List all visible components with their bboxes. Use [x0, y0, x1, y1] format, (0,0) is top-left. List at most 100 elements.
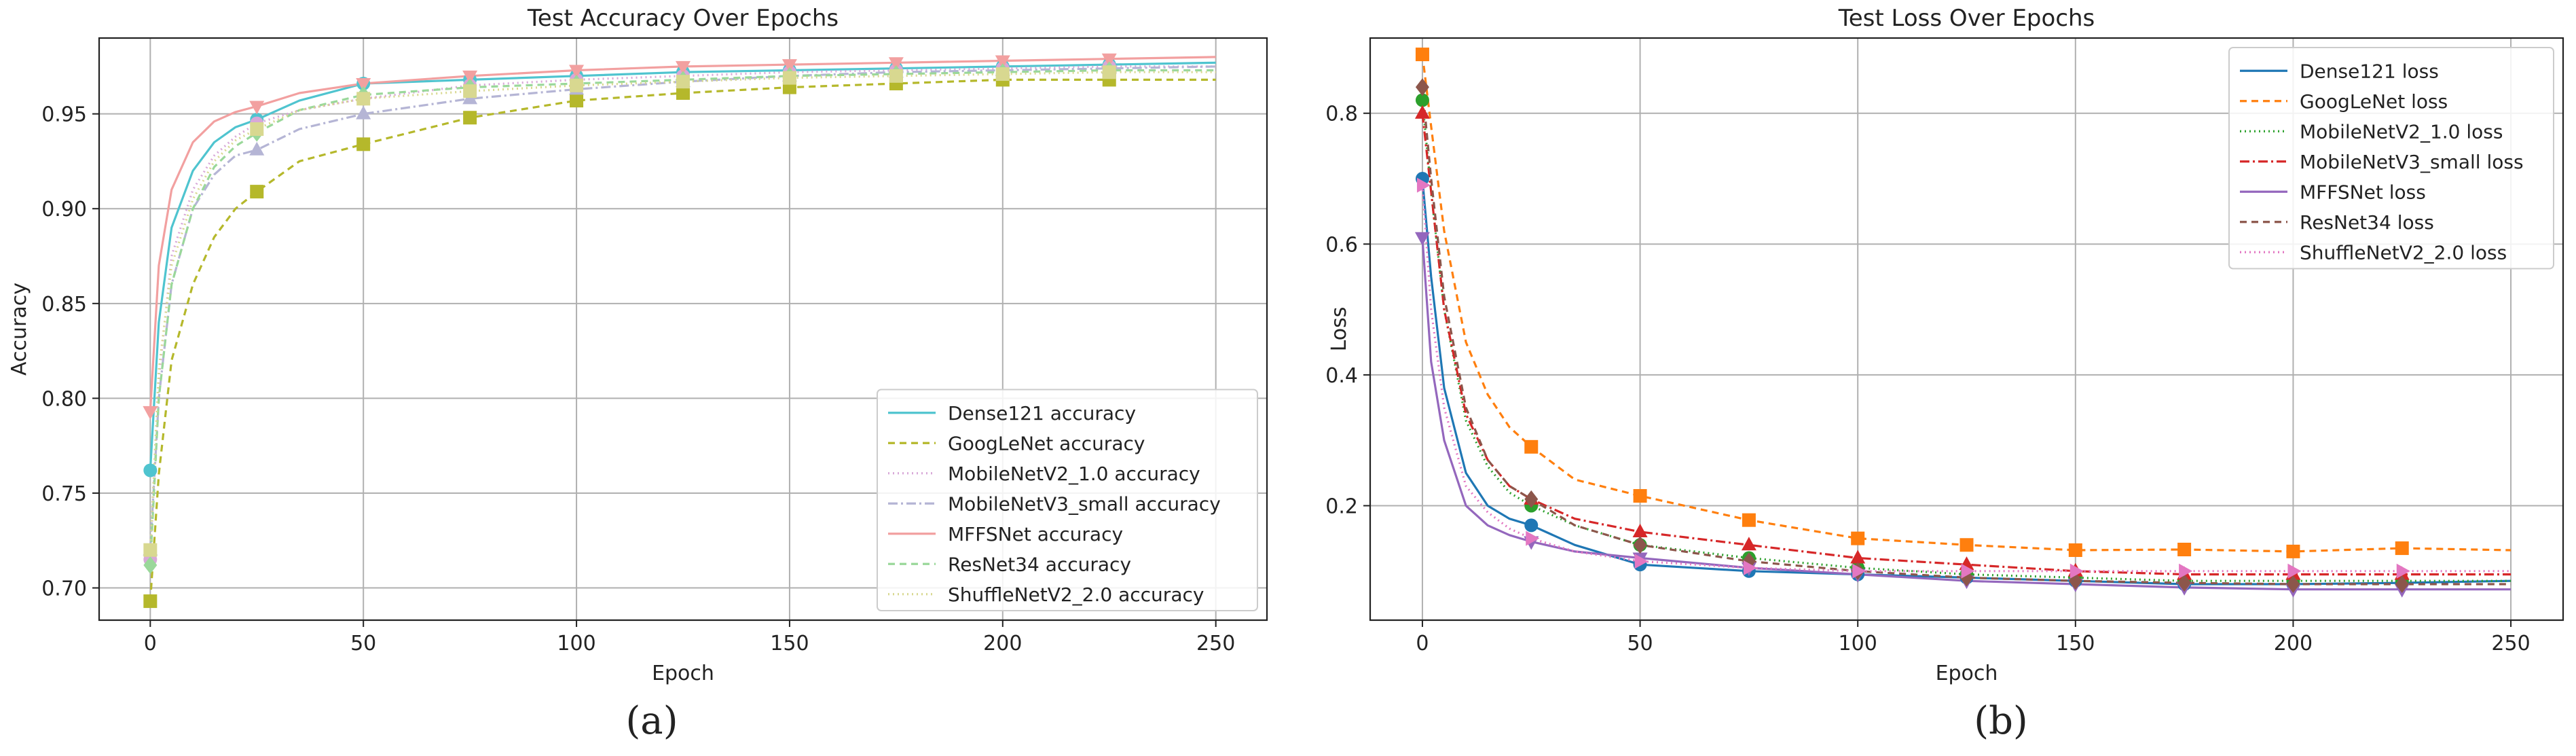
loss-chart-panel: 0 50 100 150 200 250 0.2 0.4 0.6 0.8 Test Loss Ove…: [1325, 5, 2564, 685]
data-point-shufflenetv2-2-0-loss: [1416, 177, 1431, 193]
legend-label-mffsnet-loss: MFFSNet loss: [2300, 181, 2426, 203]
data-point-shufflenetv2-2-0-loss: [1852, 563, 1866, 579]
legend-label-shufflenetv2-2-0-accuracy: ShuffleNetV2_2.0 accuracy: [948, 583, 1204, 606]
data-point-googlenet-loss: [1524, 439, 1539, 454]
series-line-mobilenetv3-small-accuracy: [149, 65, 1216, 550]
data-point-googlenet-accuracy: [676, 86, 690, 100]
data-point-shufflenetv2-2-0-loss: [1961, 563, 1975, 579]
data-point-shufflenetv2-2-0-accuracy: [356, 92, 371, 106]
data-point-googlenet-loss: [2395, 541, 2409, 556]
caption-b: (b): [1974, 699, 2028, 743]
x-tick-label: 200: [983, 632, 1022, 655]
y-tick-label: 0.95: [41, 103, 87, 127]
legend-label-mffsnet-accuracy: MFFSNet accuracy: [948, 523, 1123, 545]
x-tick-label: 250: [2491, 632, 2530, 655]
x-axis-label: Epoch: [1936, 662, 1998, 685]
data-point-googlenet-accuracy: [356, 137, 371, 151]
x-axis-label: Epoch: [652, 662, 714, 685]
data-point-shufflenetv2-2-0-accuracy: [143, 543, 158, 557]
data-point-shufflenetv2-2-0-loss: [1634, 554, 1649, 569]
series-group: [143, 53, 1216, 609]
x-tick-label: 150: [2056, 632, 2095, 655]
series-group: [1414, 48, 2511, 598]
series-line-mffsnet-accuracy: [149, 56, 1216, 412]
chart-title: Test Loss Over Epochs: [1838, 5, 2095, 32]
data-point-googlenet-accuracy: [463, 111, 477, 125]
data-point-shufflenetv2-2-0-accuracy: [889, 69, 903, 83]
data-point-shufflenetv2-2-0-accuracy: [676, 75, 690, 89]
data-point-mobilenetv3-small-accuracy: [249, 141, 265, 156]
data-point-dense121-loss: [1524, 518, 1539, 533]
data-point-mffsnet-accuracy: [569, 65, 585, 79]
axes-frame: [1369, 37, 2564, 622]
accuracy-chart-panel: 0 50 100 150 200 250 0.70 0.75 0.80 0.85 0.90 0.95 T…: [7, 5, 1268, 685]
data-point-mffsnet-accuracy: [356, 77, 371, 92]
data-point-googlenet-loss: [1851, 531, 1865, 545]
data-point-mffsnet-accuracy: [781, 59, 797, 73]
data-point-dense121-accuracy: [143, 463, 158, 478]
legend-label-shufflenetv2-2-0-loss: ShuffleNetV2_2.0 loss: [2300, 241, 2507, 264]
x-tick-label: 50: [1627, 632, 1653, 655]
series-line-mobilenetv2-1-0-loss: [1421, 100, 2511, 582]
data-point-mffsnet-accuracy: [249, 101, 265, 115]
x-tick-label: 100: [557, 632, 595, 655]
data-point-mobilenetv3-small-loss: [1741, 537, 1756, 551]
data-point-googlenet-accuracy: [570, 94, 584, 108]
x-tick-label: 50: [350, 632, 376, 655]
caption-a: (a): [625, 699, 678, 743]
y-tick-label: 0.90: [41, 198, 87, 221]
data-point-mobilenetv3-small-accuracy: [356, 105, 371, 120]
data-point-shufflenetv2-2-0-accuracy: [782, 71, 796, 85]
legend-box: [2228, 47, 2554, 270]
y-tick-label: 0.2: [1325, 494, 1358, 518]
data-point-mobilenetv3-small-loss: [1414, 105, 1430, 119]
grid: [99, 38, 1267, 620]
data-point-resnet34-accuracy: [143, 556, 158, 575]
data-point-mffsnet-accuracy: [888, 57, 904, 71]
series-line-mffsnet-loss: [1421, 237, 2511, 591]
y-tick-label: 0.4: [1325, 364, 1358, 388]
x-tick-label: 150: [770, 632, 809, 655]
series-line-mobilenetv2-1-0-accuracy: [149, 65, 1216, 560]
y-tick-label: 0.70: [41, 577, 87, 601]
legend-label-mobilenetv2-1-0-accuracy: MobileNetV2_1.0 accuracy: [948, 463, 1200, 485]
y-tick-label: 0.85: [41, 293, 87, 317]
legend-label-dense121-accuracy: Dense121 accuracy: [948, 402, 1136, 425]
legend-label-resnet34-loss: ResNet34 loss: [2300, 211, 2434, 234]
x-tick-label: 250: [1196, 632, 1235, 655]
x-tick-label: 200: [2274, 632, 2313, 655]
data-point-mffsnet-accuracy: [462, 70, 478, 84]
series-line-googlenet-loss: [1421, 54, 2511, 553]
series-line-googlenet-accuracy: [149, 78, 1216, 602]
data-point-resnet34-loss: [1524, 490, 1539, 508]
data-point-shufflenetv2-2-0-loss: [2179, 563, 2193, 579]
data-point-mobilenetv3-small-loss: [1632, 524, 1648, 538]
data-point-shufflenetv2-2-0-loss: [2396, 563, 2410, 579]
data-point-googlenet-accuracy: [143, 594, 158, 609]
chart-title: Test Accuracy Over Epochs: [527, 5, 839, 32]
y-axis-label: Loss: [1327, 307, 1351, 352]
y-tick-label: 0.80: [41, 387, 87, 411]
legend-box: [877, 389, 1258, 611]
legend-label-mobilenetv3-small-accuracy: MobileNetV3_small accuracy: [948, 492, 1221, 515]
data-point-resnet34-loss: [2286, 575, 2300, 594]
data-point-shufflenetv2-2-0-loss: [2287, 563, 2302, 579]
legend-label-googlenet-loss: GoogLeNet loss: [2300, 90, 2448, 113]
y-axis-label: Accuracy: [7, 283, 31, 376]
data-point-mffsnet-accuracy: [676, 60, 691, 75]
axes-frame: [98, 37, 1268, 622]
data-point-mffsnet-accuracy: [143, 406, 158, 420]
legend-label-mobilenetv3-small-loss: MobileNetV3_small loss: [2300, 151, 2524, 173]
data-point-mobilenetv3-small-loss: [1850, 550, 1866, 564]
data-point-mffsnet-loss: [1414, 232, 1430, 246]
data-point-resnet34-loss: [1633, 536, 1647, 554]
data-point-googlenet-loss: [2068, 543, 2082, 557]
data-point-shufflenetv2-2-0-loss: [1526, 530, 1540, 546]
x-tick-label: 100: [1839, 632, 1877, 655]
data-point-shufflenetv2-2-0-accuracy: [463, 84, 477, 98]
legend-label-resnet34-accuracy: ResNet34 accuracy: [948, 553, 1131, 575]
y-tick-label: 0.75: [41, 482, 87, 506]
y-tick-label: 0.8: [1325, 103, 1358, 126]
data-point-googlenet-loss: [1742, 513, 1756, 527]
